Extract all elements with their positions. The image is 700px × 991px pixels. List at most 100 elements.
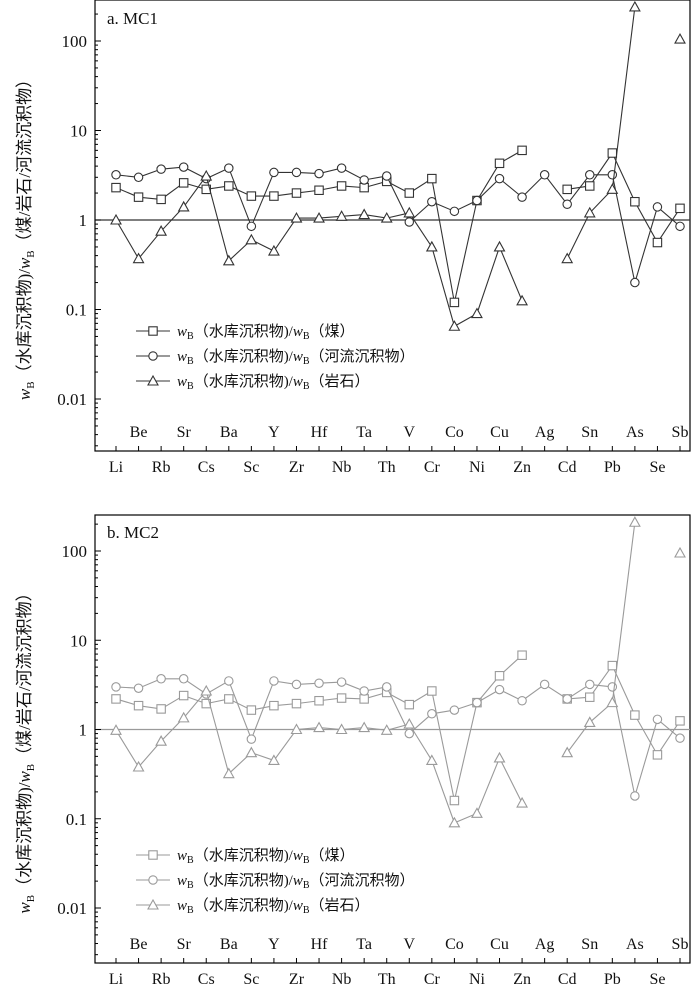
data-point bbox=[449, 206, 460, 217]
data-point bbox=[314, 678, 324, 688]
data-point bbox=[246, 191, 257, 201]
data-point bbox=[156, 194, 166, 205]
data-point bbox=[630, 277, 640, 288]
data-point bbox=[155, 735, 168, 746]
x-tick-label: Th bbox=[378, 971, 396, 988]
data-point bbox=[583, 716, 596, 727]
data-point bbox=[539, 170, 550, 180]
series-triangle bbox=[110, 516, 686, 828]
data-point bbox=[652, 750, 663, 760]
legend-label: wB（水库沉积物)/wB（岩石） bbox=[177, 897, 370, 916]
data-point bbox=[110, 213, 122, 225]
series-line bbox=[566, 6, 636, 259]
data-point bbox=[178, 162, 189, 172]
data-point bbox=[675, 716, 685, 726]
data-point bbox=[291, 679, 302, 690]
panel-mc1: 0.01 0.1 1 10 100 Li Be Rb Sr Cs Ba Sc Y Zr Hf Nb Ta Th V C… bbox=[15, 0, 691, 476]
data-point bbox=[517, 192, 527, 202]
legend-label: wB（水库沉积物)/wB（河流沉积物） bbox=[177, 872, 415, 891]
data-point bbox=[561, 252, 574, 264]
data-point bbox=[335, 723, 348, 735]
plot-frame bbox=[94, 514, 691, 964]
y-tick-label: 10 bbox=[70, 631, 87, 650]
data-point bbox=[494, 671, 505, 681]
panel-title: b. MC2 bbox=[107, 523, 159, 542]
data-point bbox=[111, 682, 121, 692]
legend-item: wB（水库沉积物)/wB（河流沉积物） bbox=[136, 348, 415, 367]
data-point bbox=[607, 170, 618, 180]
data-point bbox=[224, 181, 234, 191]
data-point bbox=[245, 233, 258, 245]
data-point bbox=[359, 686, 369, 696]
data-point bbox=[427, 709, 437, 719]
data-point bbox=[425, 240, 438, 252]
data-point bbox=[675, 203, 685, 214]
data-point bbox=[269, 191, 279, 201]
data-point bbox=[652, 202, 663, 212]
data-point bbox=[156, 674, 166, 684]
data-point bbox=[178, 178, 189, 188]
data-point bbox=[585, 181, 595, 191]
data-point bbox=[358, 208, 371, 220]
data-point bbox=[425, 754, 438, 766]
x-tick-label: Sr bbox=[177, 936, 192, 953]
data-point bbox=[155, 225, 168, 236]
x-tick-label: Cr bbox=[424, 971, 441, 988]
data-point bbox=[404, 699, 415, 710]
data-point bbox=[427, 686, 437, 696]
data-point bbox=[494, 158, 505, 169]
x-tick-label: Zr bbox=[289, 459, 305, 476]
y-tick-label: 1 bbox=[79, 211, 88, 230]
data-point bbox=[224, 694, 234, 704]
x-tick-label: Ba bbox=[220, 424, 238, 441]
data-point bbox=[630, 710, 640, 720]
panel-mc2: 0.01 0.1 1 10 100 Li Be Rb Sr Cs Ba Sc Y Zr Hf Nb Ta Th V C… bbox=[15, 514, 691, 988]
data-point bbox=[156, 164, 166, 174]
data-point bbox=[381, 171, 392, 181]
y-tick-label: 100 bbox=[62, 542, 88, 561]
x-tick-label: Cu bbox=[490, 424, 509, 441]
x-tick-label: Sc bbox=[243, 459, 259, 476]
data-point bbox=[471, 307, 483, 319]
x-tick-label: Nb bbox=[332, 971, 352, 988]
x-tick-label: Th bbox=[378, 459, 396, 476]
data-point bbox=[675, 221, 685, 232]
data-point bbox=[224, 676, 234, 686]
y-tick-label: 0.1 bbox=[66, 301, 87, 320]
plot-frame bbox=[94, 0, 691, 452]
data-point bbox=[403, 717, 416, 729]
data-point bbox=[269, 700, 279, 711]
legend-label: wB（水库沉积物)/wB（河流沉积物） bbox=[177, 348, 415, 367]
data-point bbox=[607, 148, 618, 158]
x-tick-label: Cs bbox=[198, 971, 215, 988]
data-point bbox=[245, 746, 258, 758]
data-point bbox=[607, 682, 618, 692]
data-point bbox=[314, 695, 324, 706]
data-point bbox=[133, 172, 144, 183]
x-tick-label: Ag bbox=[535, 424, 555, 441]
x-tick-label: Zn bbox=[513, 971, 531, 988]
data-point bbox=[403, 206, 416, 218]
x-tick-label: Co bbox=[445, 424, 464, 441]
x-tick-label: V bbox=[403, 424, 415, 441]
x-tick-label: Pb bbox=[604, 459, 621, 476]
data-point bbox=[267, 754, 280, 766]
x-tick-label: Cs bbox=[198, 459, 215, 476]
data-point bbox=[380, 211, 393, 223]
data-point bbox=[290, 211, 303, 223]
data-point bbox=[358, 721, 371, 733]
x-tick-label: Sc bbox=[243, 971, 259, 988]
x-tick-label: Rb bbox=[152, 971, 171, 988]
legend-marker bbox=[148, 850, 158, 860]
y-tick-label: 100 bbox=[62, 32, 88, 51]
legend-item: wB（水库沉积物)/wB（岩石） bbox=[136, 897, 370, 916]
data-point bbox=[178, 690, 189, 701]
series-line bbox=[115, 174, 523, 328]
data-point bbox=[675, 733, 685, 743]
data-point bbox=[132, 252, 145, 264]
data-point bbox=[222, 254, 235, 266]
data-point bbox=[585, 170, 595, 180]
x-tick-label: Be bbox=[130, 424, 148, 441]
data-point bbox=[380, 724, 393, 735]
x-tick-label: Be bbox=[130, 936, 148, 953]
